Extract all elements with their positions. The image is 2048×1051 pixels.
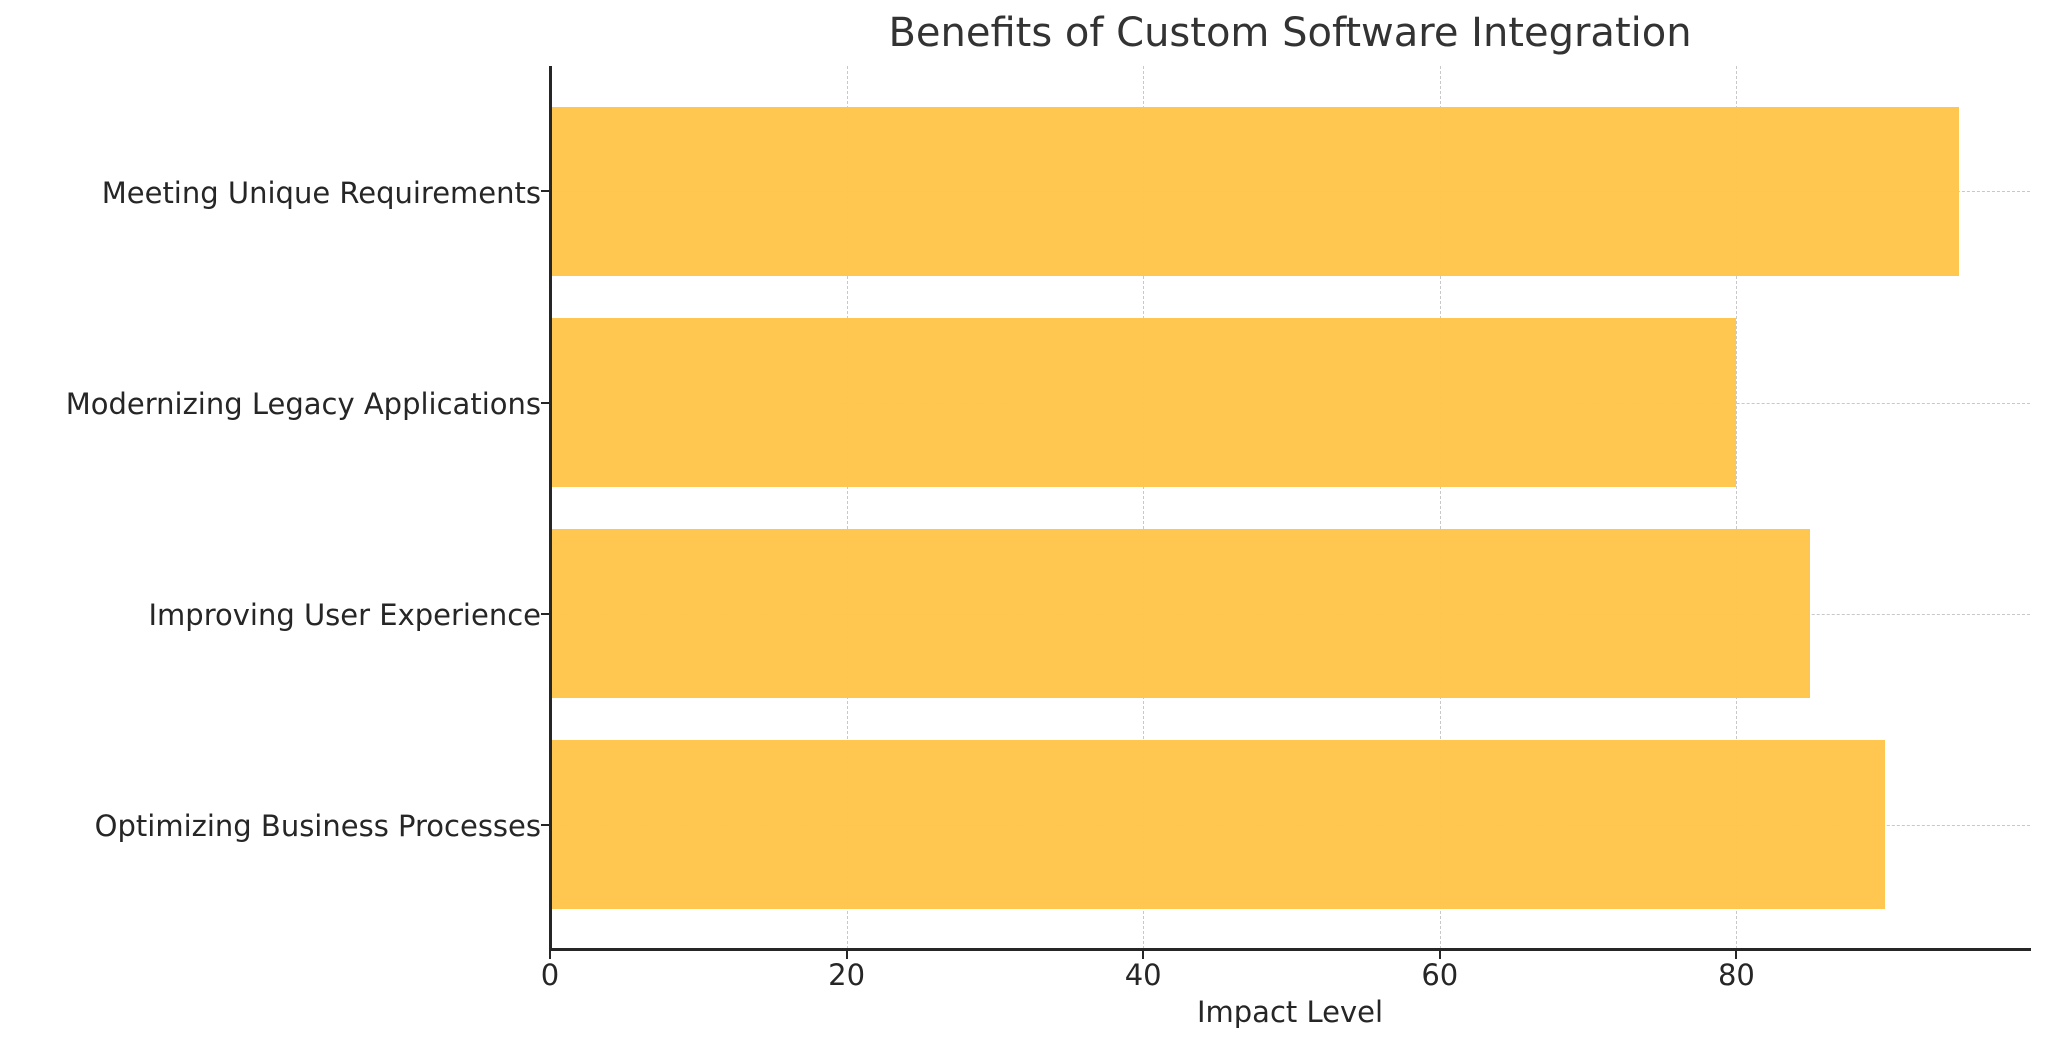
y-tick-label: Improving User Experience (148, 598, 541, 632)
bar-meeting-unique-requirements (550, 107, 1959, 276)
gridline-x-40 (1143, 66, 1145, 949)
bar-modernizing-legacy-applications (550, 318, 1736, 487)
bar-optimizing-business-processes (550, 740, 1885, 909)
gridline-x-20 (846, 66, 848, 949)
chart-title: Benefits of Custom Software Integration (888, 10, 1692, 56)
x-axis-title: Impact Level (1196, 995, 1384, 1029)
bar-improving-user-experience (550, 529, 1810, 698)
y-tick (541, 402, 550, 404)
y-tick (541, 613, 550, 615)
y-axis-line (549, 66, 552, 951)
y-tick-label: Modernizing Legacy Applications (65, 387, 541, 421)
x-tick (1735, 950, 1738, 959)
x-tick-label: 20 (828, 958, 866, 992)
y-tick (541, 190, 550, 192)
y-tick-label: Meeting Unique Requirements (101, 176, 541, 210)
x-tick (1438, 950, 1441, 959)
x-tick-label: 80 (1717, 958, 1755, 992)
x-tick (1142, 950, 1145, 959)
x-axis-line (549, 948, 2031, 951)
x-tick-label: 40 (1124, 958, 1162, 992)
x-tick (549, 950, 551, 959)
plot-area (550, 66, 2030, 949)
y-tick (541, 824, 550, 826)
x-tick-label: 0 (540, 958, 560, 992)
gridline-x-60 (1439, 66, 1441, 949)
y-tick-label: Optimizing Business Processes (94, 809, 541, 843)
gridline-x-80 (1736, 66, 1738, 949)
x-tick (845, 950, 848, 959)
x-tick-label: 60 (1421, 958, 1459, 992)
